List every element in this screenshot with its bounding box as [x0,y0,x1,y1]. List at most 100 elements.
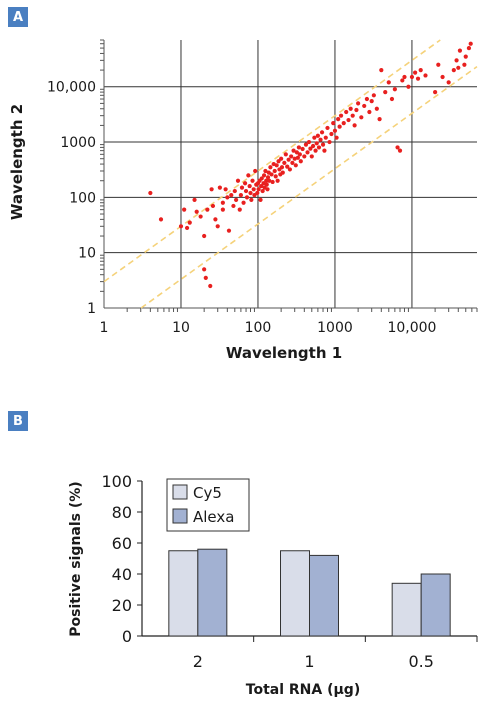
scatter-points [148,41,473,289]
scatter-point [362,103,367,109]
scatter-point [392,87,397,92]
scatter-point [418,67,423,73]
scatter-point [226,228,232,233]
scatter-y-tick-label: 100 [69,190,96,206]
scatter-point [234,197,239,203]
scatter-guide-line-0 [103,39,441,283]
scatter-point [369,99,374,104]
scatter-point [309,154,314,159]
scatter-point [402,74,407,80]
bar-category-label: 1 [304,652,314,671]
scatter-point [261,181,266,186]
scatter-point [456,65,461,70]
scatter-point [269,172,274,177]
scatter-ticks: 1 10 100 1000 10,000 1 10 100 1000 10,000 [47,80,436,336]
bar-bars [168,548,451,637]
scatter-point [273,174,278,179]
scatter-point [383,90,388,95]
scatter-point [413,70,418,75]
scatter-point [367,109,372,115]
scatter-y-tick-label: 1 [87,301,96,317]
scatter-point [344,109,349,115]
bar-y-axis-title: Positive signals (%) [68,481,84,636]
scatter-point [451,67,456,73]
scatter-point [178,224,184,229]
scatter-point [251,187,256,192]
scatter-point [243,188,249,194]
scatter-point [267,178,272,183]
scatter-point [187,220,192,225]
scatter-point [282,160,287,165]
bar-y-tick-label: 20 [112,596,132,615]
scatter-point [247,183,252,189]
scatter-point [314,141,319,146]
scatter-guide-line-1 [140,65,478,309]
scatter-point [325,125,330,131]
scatter-point [364,96,370,102]
scatter-point [341,121,346,126]
scatter-x-tick-label: 1 [100,320,109,336]
scatter-point [279,165,285,170]
scatter-point [268,165,273,170]
scatter-point [354,107,359,113]
scatter-x-axis-title: Wavelength 1 [226,344,342,362]
scatter-point [225,195,230,200]
scatter-point [265,175,271,180]
scatter-point [466,45,472,51]
scatter-point [433,90,438,95]
scatter-point [270,179,275,185]
scatter-point [457,48,463,53]
scatter-point [213,217,218,222]
scatter-point [294,150,299,155]
scatter-point [276,159,281,164]
legend-label-alexa: Alexa [193,508,234,526]
scatter-point [192,197,197,203]
bar-y-tick-label: 80 [112,503,132,522]
scatter-point [329,131,334,137]
scatter-point [215,224,220,229]
scatter-point [296,145,301,150]
scatter-point [258,197,263,203]
scatter-point [274,163,279,168]
scatter-point [316,145,322,150]
panel-a-label: A [8,7,28,27]
scatter-point [415,76,421,81]
scatter-point [263,168,268,174]
bar-alexa-0.5 [420,573,451,637]
scatter-point [275,178,280,183]
bar-category-label: 2 [193,652,203,671]
scatter-point [283,152,288,157]
scatter-point [232,188,237,194]
scatter-guides [103,39,478,309]
bar-cy5-2 [168,550,199,637]
scatter-point [423,73,428,78]
scatter-point [239,185,245,190]
scatter-point [356,101,361,106]
scatter-point [198,214,203,219]
scatter-x-tick-label: 100 [245,320,272,336]
scatter-point [446,80,451,85]
scatter-point [280,170,285,175]
scatter-point [334,135,339,140]
scatter-point [395,145,400,150]
scatter-point [397,148,403,153]
scatter-point [302,154,307,159]
scatter-point [377,117,382,122]
scatter-point [323,135,328,140]
scatter-point [217,185,222,190]
scatter-point [315,133,320,138]
scatter-point [255,190,260,196]
scatter-point [261,173,267,178]
scatter-point [338,113,344,118]
scatter-point [436,62,441,67]
scatter-point [256,187,261,192]
scatter-point [209,187,214,192]
scatter-point [235,178,241,183]
scatter-grid [100,39,478,312]
scatter-x-tick-label: 1000 [317,320,353,336]
scatter-point [374,106,379,111]
scatter-point [253,168,258,174]
bar-category-label: 0.5 [408,652,433,671]
scatter-point [336,117,341,122]
scatter-point [203,275,208,281]
